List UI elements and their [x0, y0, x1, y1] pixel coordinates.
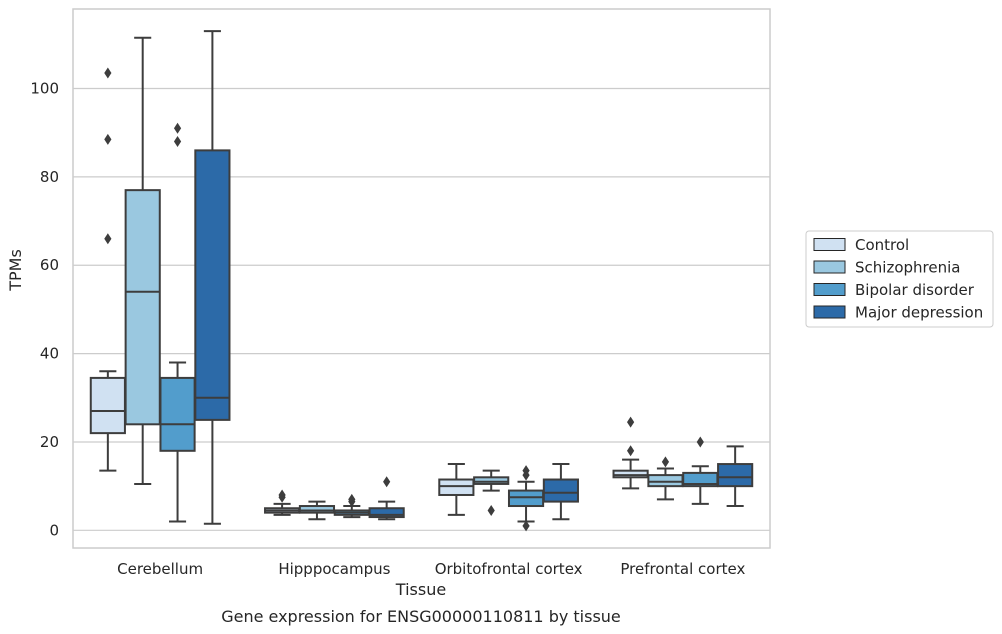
- outlier-marker: [487, 504, 495, 516]
- box-group: [333, 493, 370, 519]
- box-group: [89, 67, 126, 472]
- box-iqr: [717, 463, 754, 488]
- legend-swatch: [813, 238, 846, 251]
- box-group: [194, 30, 231, 525]
- box-group: [264, 489, 301, 516]
- outlier-marker: [173, 122, 182, 134]
- box-iqr: [368, 507, 405, 519]
- y-axis-label: TPMs: [6, 249, 25, 292]
- outlier-marker: [522, 520, 530, 532]
- x-tick-label: Cerebellum: [117, 560, 203, 578]
- outlier-marker: [696, 436, 704, 448]
- outlier-marker: [173, 136, 182, 148]
- legend-label: Schizophrenia: [855, 259, 960, 277]
- box-iqr: [438, 478, 475, 496]
- legend: Control Schizophrenia Bipolar disorder Majo…: [805, 230, 994, 328]
- outlier-marker: [104, 67, 112, 79]
- legend-swatch: [813, 260, 846, 274]
- box-group: [682, 436, 719, 505]
- outlier-marker: [104, 133, 112, 145]
- legend-label: Bipolar disorder: [855, 281, 975, 299]
- outlier-marker: [627, 416, 635, 428]
- x-tick-label: Prefrontal cortex: [620, 560, 745, 578]
- outlier-marker: [348, 493, 356, 505]
- x-axis-ticks: Cerebellum Hipppocampus Orbitofrontal cort…: [117, 560, 745, 578]
- plot-area-frame: [72, 8, 771, 549]
- box-group: [368, 476, 405, 521]
- box-group: [124, 36, 161, 485]
- box-iqr: [298, 505, 336, 514]
- box-iqr: [124, 189, 161, 426]
- outlier-marker: [104, 233, 112, 245]
- y-axis-ticks: 0 20 40 60 80 100: [30, 80, 59, 540]
- y-tick-label: 20: [40, 433, 59, 451]
- outlier-marker: [627, 445, 635, 457]
- outlier-marker: [383, 476, 391, 488]
- chart-caption: Gene expression for ENSG00000110811 by t…: [221, 607, 621, 626]
- y-tick-label: 80: [40, 168, 59, 186]
- y-tick-label: 0: [49, 521, 59, 539]
- y-tick-label: 40: [40, 345, 59, 363]
- box-iqr: [89, 376, 126, 435]
- y-tick-label: 100: [30, 80, 59, 98]
- box-group: [717, 445, 754, 508]
- outlier-marker: [522, 465, 530, 477]
- outlier-marker: [661, 456, 670, 468]
- box-group: [612, 416, 649, 490]
- outlier-marker: [278, 489, 286, 501]
- legend-label: Control: [855, 236, 909, 254]
- box-iqr: [647, 474, 684, 488]
- box-group: [647, 456, 684, 501]
- legend-swatch: [813, 283, 846, 296]
- legend-swatch: [813, 305, 846, 319]
- box-group: [159, 122, 196, 523]
- box-iqr: [612, 469, 649, 479]
- x-tick-label: Orbitofrontal cortex: [435, 560, 583, 578]
- box-iqr: [159, 376, 196, 452]
- legend-frame: [805, 230, 994, 328]
- x-tick-label: Hipppocampus: [278, 560, 390, 578]
- box-iqr: [507, 489, 545, 508]
- x-axis-label: Tissue: [395, 580, 446, 599]
- box-iqr: [542, 478, 579, 503]
- boxes: [89, 30, 754, 532]
- box-iqr: [473, 476, 510, 485]
- box-group: [542, 463, 579, 521]
- box-group: [298, 500, 336, 521]
- box-group: [507, 465, 545, 532]
- legend-label: Major depression: [855, 304, 983, 322]
- box-iqr: [194, 149, 231, 421]
- box-group: [438, 463, 475, 516]
- y-tick-label: 60: [40, 256, 59, 274]
- box-group: [473, 469, 510, 516]
